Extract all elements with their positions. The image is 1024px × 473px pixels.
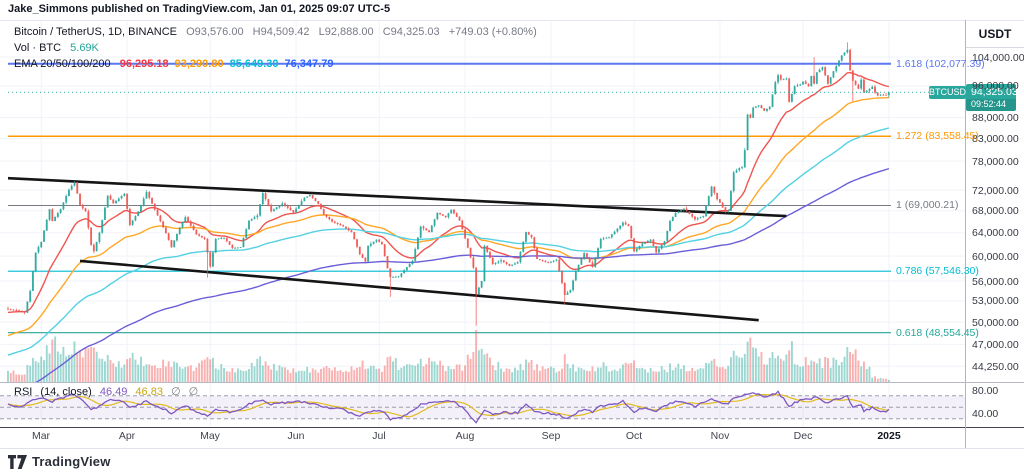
published-byline: Jake_Simmons published on TradingView.co…	[8, 3, 391, 15]
last-price-value: 94,325.03	[971, 86, 1016, 98]
price-axis-tick: 50,000.00	[972, 317, 1019, 329]
rsi-axis-tick: 80.00	[972, 385, 999, 397]
time-axis-label-2025: 2025	[877, 430, 901, 442]
price-axis-tick: 47,000.00	[972, 339, 1019, 351]
ohlc-open: O93,576.00	[186, 26, 244, 38]
price-axis-tick: 44,250.00	[972, 361, 1019, 373]
candles	[7, 42, 890, 326]
ema-value-100: 85,649.30	[229, 58, 279, 70]
volume-row: Vol · BTC 5.69K	[14, 40, 543, 56]
ema-label: EMA 20/50/100/200	[14, 58, 111, 70]
time-axis-label-nov: Nov	[710, 430, 730, 442]
price-axis-tick: 53,000.00	[972, 295, 1019, 307]
fib-label-1: 1 (69,000.21)	[896, 199, 959, 211]
ohlc-change: +749.03 (+0.80%)	[448, 26, 537, 38]
time-axis-label-jun: Jun	[287, 430, 305, 442]
fib-label-1.272: 1.272 (83,558.45)	[896, 130, 979, 142]
rsi-lower-band-empty: ∅	[188, 386, 199, 398]
fib-label-0.618: 0.618 (48,554.45)	[896, 327, 979, 339]
ohlc-close: C94,325.03	[382, 26, 440, 38]
ohlc-high: H94,509.42	[252, 26, 310, 38]
chart-legend: Bitcoin / TetherUS, 1D, BINANCE O93,576.…	[14, 24, 543, 72]
rsi-upper-band-empty: ∅	[171, 386, 181, 398]
price-axis-tick: 83,000.00	[972, 133, 1019, 145]
volume-value: 5.69K	[70, 42, 99, 54]
ema-value-20: 96,295.18	[119, 58, 169, 70]
time-axis-label-may: May	[200, 430, 220, 442]
last-price-badge: 94,325.03 09:52:44	[966, 84, 1016, 111]
ema-value-200: 76,347.79	[284, 58, 334, 70]
price-axis-tick: 96,000.00	[972, 80, 1019, 92]
ohlc-low: L92,888.00	[318, 26, 374, 38]
tradingview-wordmark: TradingView	[32, 454, 111, 469]
ema-200-line	[34, 168, 890, 383]
trendline-lower[interactable]	[79, 259, 759, 322]
time-axis-label-aug: Aug	[455, 430, 475, 442]
tradingview-logo-icon	[8, 454, 27, 469]
time-axis-label-apr: Apr	[118, 430, 136, 442]
symbol-price-tag: BTCUSDT	[929, 86, 972, 99]
symbol-title: Bitcoin / TetherUS, 1D, BINANCE	[14, 26, 178, 38]
price-axis-tick: 72,000.00	[972, 185, 1019, 197]
time-axis-label-mar: Mar	[31, 430, 51, 442]
price-axis-tick: 56,000.00	[972, 276, 1019, 288]
tradingview-brand: TradingView	[8, 454, 111, 469]
fib-label-0.786: 0.786 (57,546.30)	[896, 265, 979, 277]
price-axis-tick: 68,000.00	[972, 205, 1019, 217]
price-axis-tick: 104,000.00	[972, 52, 1024, 64]
time-axis-label-dec: Dec	[793, 430, 813, 442]
ema-value-50: 93,290.80	[174, 58, 224, 70]
rsi-ma-line	[7, 394, 889, 418]
symbol-ohlc-row: Bitcoin / TetherUS, 1D, BINANCE O93,576.…	[14, 24, 543, 40]
rsi-title: RSI	[14, 386, 33, 398]
ema-100-line	[7, 127, 890, 356]
rsi-legend: RSI (14, close) 46.49 46.83 ∅ ∅	[14, 385, 203, 398]
volume-bars	[7, 330, 890, 382]
price-axis-tick: 88,000.00	[972, 112, 1019, 124]
volume-label: Vol · BTC	[14, 42, 62, 54]
rsi-axis-tick: 40.00	[972, 408, 999, 420]
bar-countdown: 09:52:44	[966, 99, 1016, 111]
price-axis-tick: 60,000.00	[972, 251, 1019, 263]
ema-row: EMA 20/50/100/200 96,295.18 93,290.80 85,6…	[14, 56, 543, 72]
rsi-value: 46.49	[99, 386, 128, 398]
trendline-upper[interactable]	[7, 176, 787, 218]
time-axis-label-jul: Jul	[372, 430, 386, 442]
rsi-ma-value: 46.83	[135, 386, 163, 398]
price-axis-tick: 64,000.00	[972, 227, 1019, 239]
time-axis-label-oct: Oct	[625, 430, 643, 442]
price-axis-tick: 78,000.00	[972, 156, 1019, 168]
time-axis-label-sep: Sep	[541, 430, 561, 442]
price-axis-currency: USDT	[966, 21, 1024, 48]
rsi-line	[7, 390, 890, 424]
fib-label-1.618: 1.618 (102,077.39)	[896, 58, 985, 70]
rsi-params: (14, close)	[40, 386, 92, 398]
